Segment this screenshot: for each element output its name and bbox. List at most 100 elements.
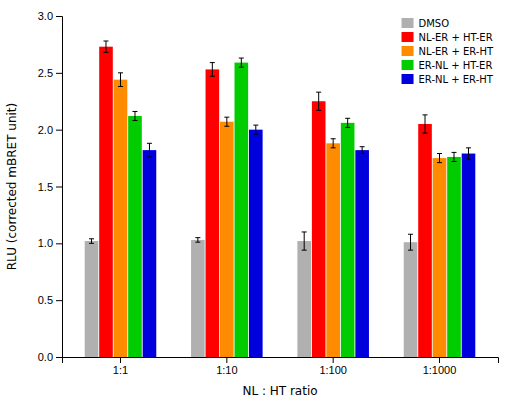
error-bar	[316, 92, 321, 110]
tick-mark	[226, 357, 227, 363]
legend: DMSO NL-ER + HT-ER NL-ER + ER-HT ER-NL + HT…	[402, 18, 494, 85]
error-bar	[437, 154, 442, 163]
tick-label: 0.0	[38, 351, 53, 363]
legend-swatch	[402, 60, 414, 70]
tick: 1:1	[113, 357, 128, 376]
tick-label: 1:10	[216, 364, 237, 376]
y-axis: 0.0 0.5 1.0 1.5 2.0 2.5 3.0	[38, 10, 63, 363]
tick-label: 1:100	[319, 364, 347, 376]
error-bar	[331, 139, 336, 148]
tick: 3.0	[38, 10, 62, 22]
tick-mark	[56, 16, 62, 17]
tick-label: 0.5	[38, 294, 53, 306]
bar	[326, 143, 340, 357]
legend-entry: NL-ER + HT-ER	[402, 32, 493, 43]
error-bar	[253, 125, 258, 134]
tick-mark	[56, 130, 62, 131]
legend-swatch	[402, 18, 414, 28]
bar	[355, 150, 369, 357]
axis-line	[56, 17, 63, 358]
bar	[85, 241, 99, 357]
legend-label: NL-ER + ER-HT	[419, 46, 494, 57]
legend-entry: DMSO	[402, 18, 450, 29]
tick-mark	[56, 357, 62, 358]
error-bar	[195, 238, 200, 243]
bar	[191, 240, 205, 357]
error-bar	[118, 73, 123, 87]
bar-series	[114, 73, 447, 357]
error-bar	[360, 147, 365, 154]
tick: 1.0	[38, 237, 62, 249]
bar	[341, 123, 355, 357]
tick-label: 1.0	[38, 237, 53, 249]
tick-mark	[56, 300, 62, 301]
tick: 0.0	[38, 351, 62, 363]
bar	[249, 130, 263, 357]
tick-label: 1.5	[38, 181, 53, 193]
error-bar	[103, 41, 108, 52]
bar	[99, 47, 113, 357]
tick-label: 2.5	[38, 67, 53, 79]
tick-mark	[333, 357, 334, 363]
tick: 1:100	[319, 357, 347, 376]
y-axis-title: RLU (corrected mBRET unit)	[5, 103, 19, 270]
tick-mark	[56, 187, 62, 188]
tick-label: 2.0	[38, 124, 53, 136]
legend-entry: NL-ER + ER-HT	[402, 46, 494, 57]
legend-entry: ER-NL + HT-ER	[402, 60, 493, 71]
x-axis: 1:1 1:10 1:100 1:1000	[63, 357, 499, 376]
legend-swatch	[402, 74, 414, 84]
tick-mark	[120, 357, 121, 363]
bar	[297, 241, 311, 357]
legend-label: NL-ER + HT-ER	[419, 32, 493, 43]
bar	[462, 154, 476, 357]
bar	[447, 157, 461, 357]
legend-swatch	[402, 46, 414, 56]
error-bar	[466, 148, 471, 159]
error-bar	[89, 239, 94, 244]
error-bar	[302, 232, 307, 250]
bar	[220, 122, 234, 357]
marks	[85, 41, 476, 357]
tick-label: 3.0	[38, 10, 53, 22]
error-bar	[452, 152, 457, 161]
bar	[312, 101, 326, 357]
bar-series	[128, 58, 461, 357]
bar	[404, 242, 418, 357]
tick-mark	[439, 357, 440, 363]
error-bar	[224, 117, 229, 126]
bar-series	[143, 125, 476, 357]
bar	[114, 80, 128, 357]
bar-series	[99, 41, 432, 357]
axis-line	[63, 358, 499, 364]
legend-entry: ER-NL + ER-HT	[402, 74, 494, 85]
bar	[433, 158, 447, 357]
legend-label: DMSO	[419, 18, 450, 29]
legend-label: ER-NL + HT-ER	[419, 60, 493, 71]
error-bar	[147, 143, 152, 157]
error-bar	[345, 118, 350, 127]
error-bar	[408, 234, 413, 250]
bar	[235, 63, 249, 357]
tick: 2.0	[38, 124, 62, 136]
plot: 0.0 0.5 1.0 1.5 2.0 2.5 3.0 1:1 1:10 1:100 1:1000 D…	[38, 10, 499, 376]
tick-mark	[56, 73, 62, 74]
legend-label: ER-NL + ER-HT	[419, 74, 494, 85]
tick: 1:1000	[423, 357, 457, 376]
bar	[418, 124, 432, 357]
error-bar	[239, 58, 244, 67]
tick-label: 1:1	[113, 364, 128, 376]
tick: 1.5	[38, 181, 62, 193]
tick: 1:10	[216, 357, 237, 376]
error-bar	[423, 115, 428, 133]
tick-label: 1:1000	[423, 364, 457, 376]
legend-swatch	[402, 32, 414, 42]
bar	[128, 116, 142, 357]
x-axis-title: NL : HT ratio	[242, 384, 317, 398]
tick: 2.5	[38, 67, 62, 79]
bar	[143, 150, 157, 357]
chart: 0.0 0.5 1.0 1.5 2.0 2.5 3.0 1:1 1:10 1:100 1:1000 D…	[0, 0, 514, 405]
tick: 0.5	[38, 294, 62, 306]
tick-mark	[56, 243, 62, 244]
error-bar	[132, 111, 137, 120]
